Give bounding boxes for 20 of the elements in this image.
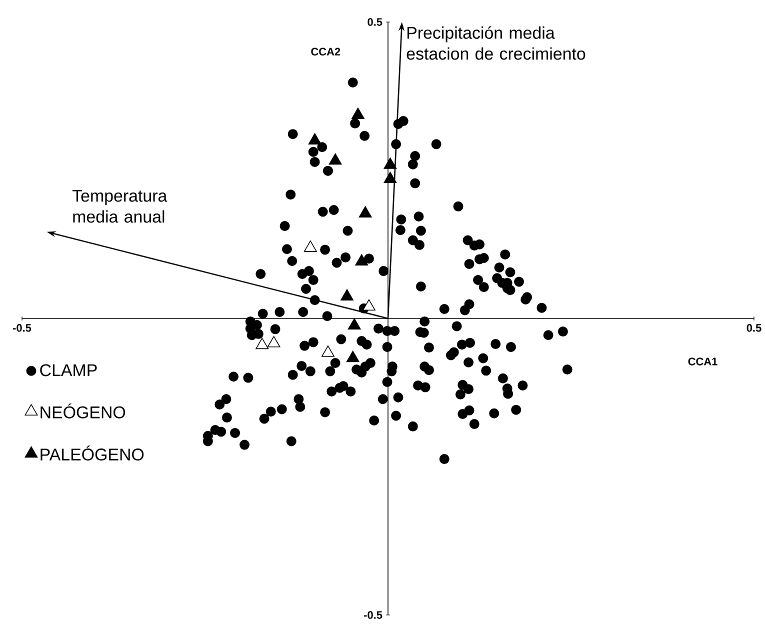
point	[346, 350, 360, 362]
point	[358, 206, 372, 218]
point	[304, 240, 317, 252]
legend-label: PALEÓGENO	[40, 446, 144, 461]
point	[256, 338, 269, 350]
annotation: Precipitación media estacion de crecimiento	[406, 26, 586, 60]
annotation: Temperatura media anual	[72, 190, 168, 223]
point	[267, 336, 280, 348]
point	[384, 172, 397, 184]
point	[328, 153, 342, 165]
x-axis-title: CCA1	[688, 358, 718, 366]
point	[308, 133, 322, 144]
point	[340, 289, 354, 300]
legend-label: NEÓGENO	[40, 404, 126, 418]
point	[352, 108, 364, 119]
legend-label: CLAMP	[40, 364, 97, 376]
point	[384, 158, 397, 169]
point	[322, 345, 334, 357]
y-axis-title: CCA2	[311, 48, 340, 56]
point	[348, 318, 361, 330]
